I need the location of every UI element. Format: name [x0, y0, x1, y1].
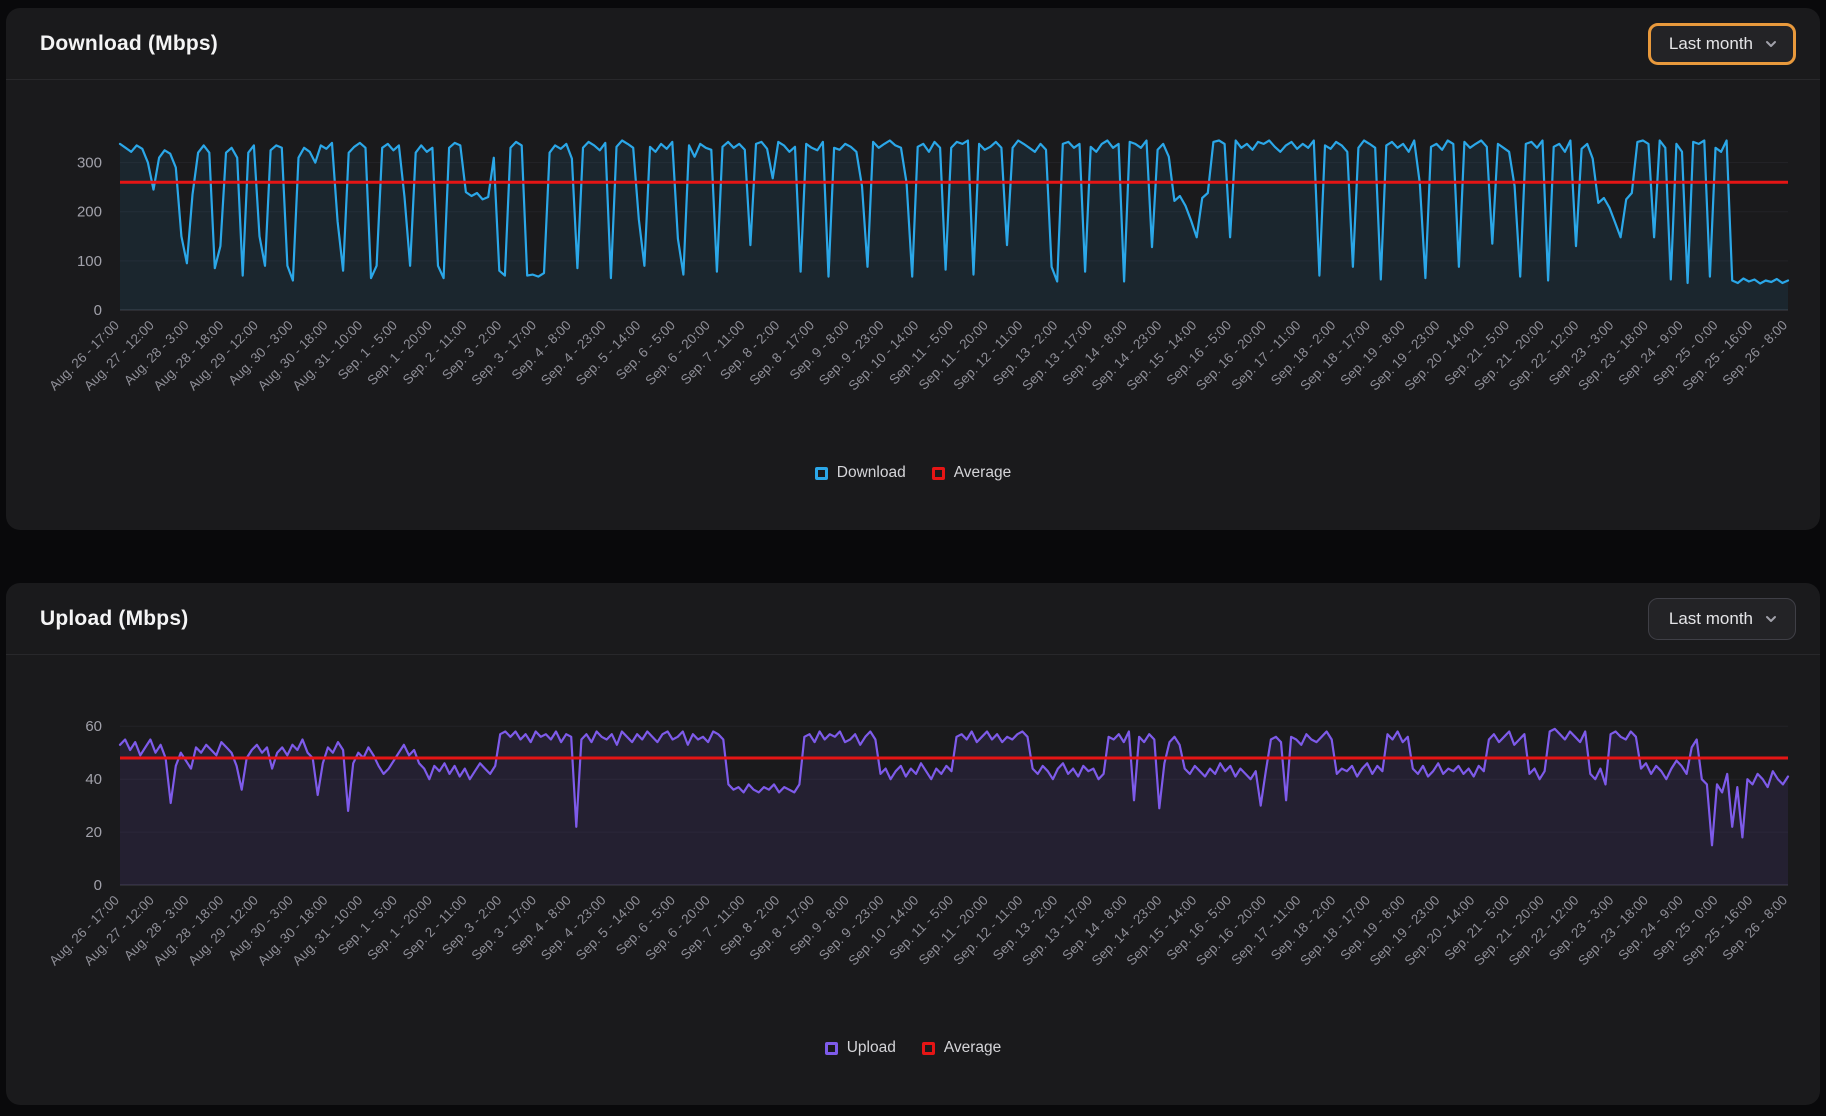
legend-item-upload[interactable]: Upload: [824, 1039, 896, 1057]
chevron-down-icon: [1766, 40, 1776, 47]
svg-text:0: 0: [94, 302, 102, 319]
svg-text:40: 40: [85, 771, 102, 788]
legend-item-average[interactable]: Average: [931, 464, 1012, 482]
download-range-dropdown-label: Last month: [1668, 33, 1753, 53]
upload-card-header: Upload (Mbps) Last month: [6, 583, 1820, 655]
legend-item-average[interactable]: Average: [921, 1039, 1002, 1057]
upload-chart-legend: Upload Average: [6, 1033, 1820, 1063]
legend-label-download: Download: [836, 464, 906, 481]
download-series-swatch: [814, 466, 828, 480]
page-title-upload: Upload (Mbps): [40, 606, 189, 630]
legend-label-upload: Upload: [846, 1039, 896, 1056]
page-title-download: Download (Mbps): [40, 31, 218, 55]
svg-text:300: 300: [77, 155, 102, 172]
average-series-swatch: [921, 1041, 935, 1055]
upload-series-swatch: [824, 1041, 838, 1055]
download-chart-legend: Download Average: [6, 458, 1820, 488]
average-series-swatch: [931, 466, 945, 480]
upload-range-dropdown[interactable]: Last month: [1647, 597, 1796, 640]
download-chart-card: Download (Mbps) Last month 0 100 200 300 Aug…: [6, 8, 1820, 530]
svg-text:0: 0: [94, 877, 102, 894]
svg-text:100: 100: [77, 253, 102, 270]
legend-label-average: Average: [953, 464, 1012, 481]
svg-text:60: 60: [85, 718, 102, 735]
upload-range-dropdown-label: Last month: [1668, 608, 1753, 628]
svg-text:200: 200: [77, 204, 102, 221]
chevron-down-icon: [1766, 615, 1776, 622]
upload-chart-card: Upload (Mbps) Last month 0 20 40 60 Aug. 26 …: [6, 583, 1820, 1105]
legend-label-average: Average: [943, 1039, 1002, 1056]
download-card-header: Download (Mbps) Last month: [6, 8, 1820, 80]
legend-item-download[interactable]: Download: [814, 464, 906, 482]
svg-text:20: 20: [85, 824, 102, 841]
download-range-dropdown[interactable]: Last month: [1647, 22, 1796, 65]
